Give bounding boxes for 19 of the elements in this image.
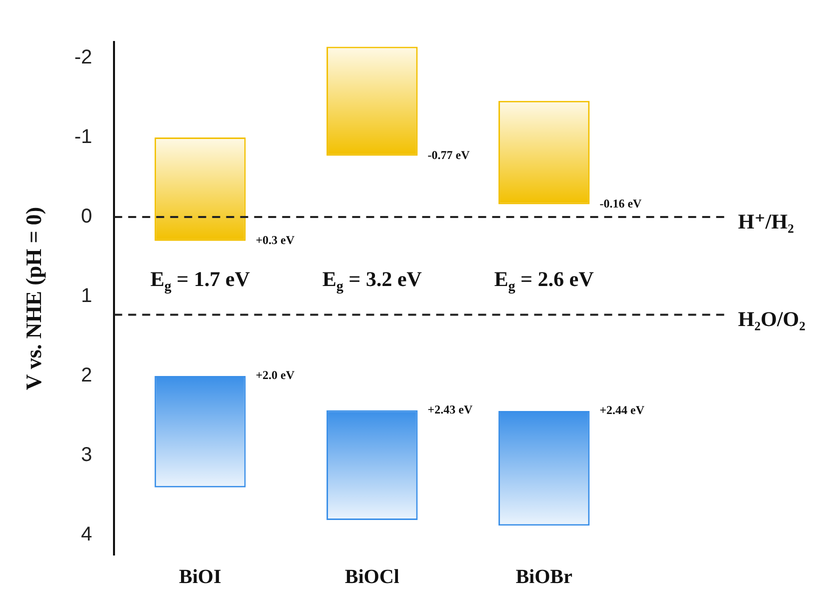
- annotation: -0.77 eV: [428, 148, 470, 162]
- annotation: +2.0 eV: [256, 368, 295, 382]
- y-tick-label: 0: [81, 205, 92, 228]
- x-tick-label: BiOBr: [516, 566, 572, 588]
- y-tick-label: -2: [74, 46, 92, 68]
- annotation: -0.16 eV: [600, 196, 642, 210]
- y-axis-title: V vs. NHE (pH = 0): [20, 206, 46, 390]
- y-tick-label: 4: [81, 524, 92, 546]
- y-tick-label: 2: [81, 364, 92, 387]
- y-tick-label: -1: [74, 126, 92, 148]
- y-tick-label: 1: [81, 285, 92, 308]
- x-tick-label: BiOI: [179, 566, 222, 588]
- x-tick-label: BiOCl: [344, 566, 400, 588]
- ref-line-label: H⁺/H₂: [738, 209, 794, 234]
- annotation: +2.43 eV: [428, 402, 473, 416]
- y-tick-label: 3: [81, 444, 92, 466]
- ref-line-label: H₂O/O₂: [738, 307, 806, 332]
- annotation: +0.3 eV: [256, 232, 295, 247]
- annotation: +2.44 eV: [600, 403, 645, 418]
